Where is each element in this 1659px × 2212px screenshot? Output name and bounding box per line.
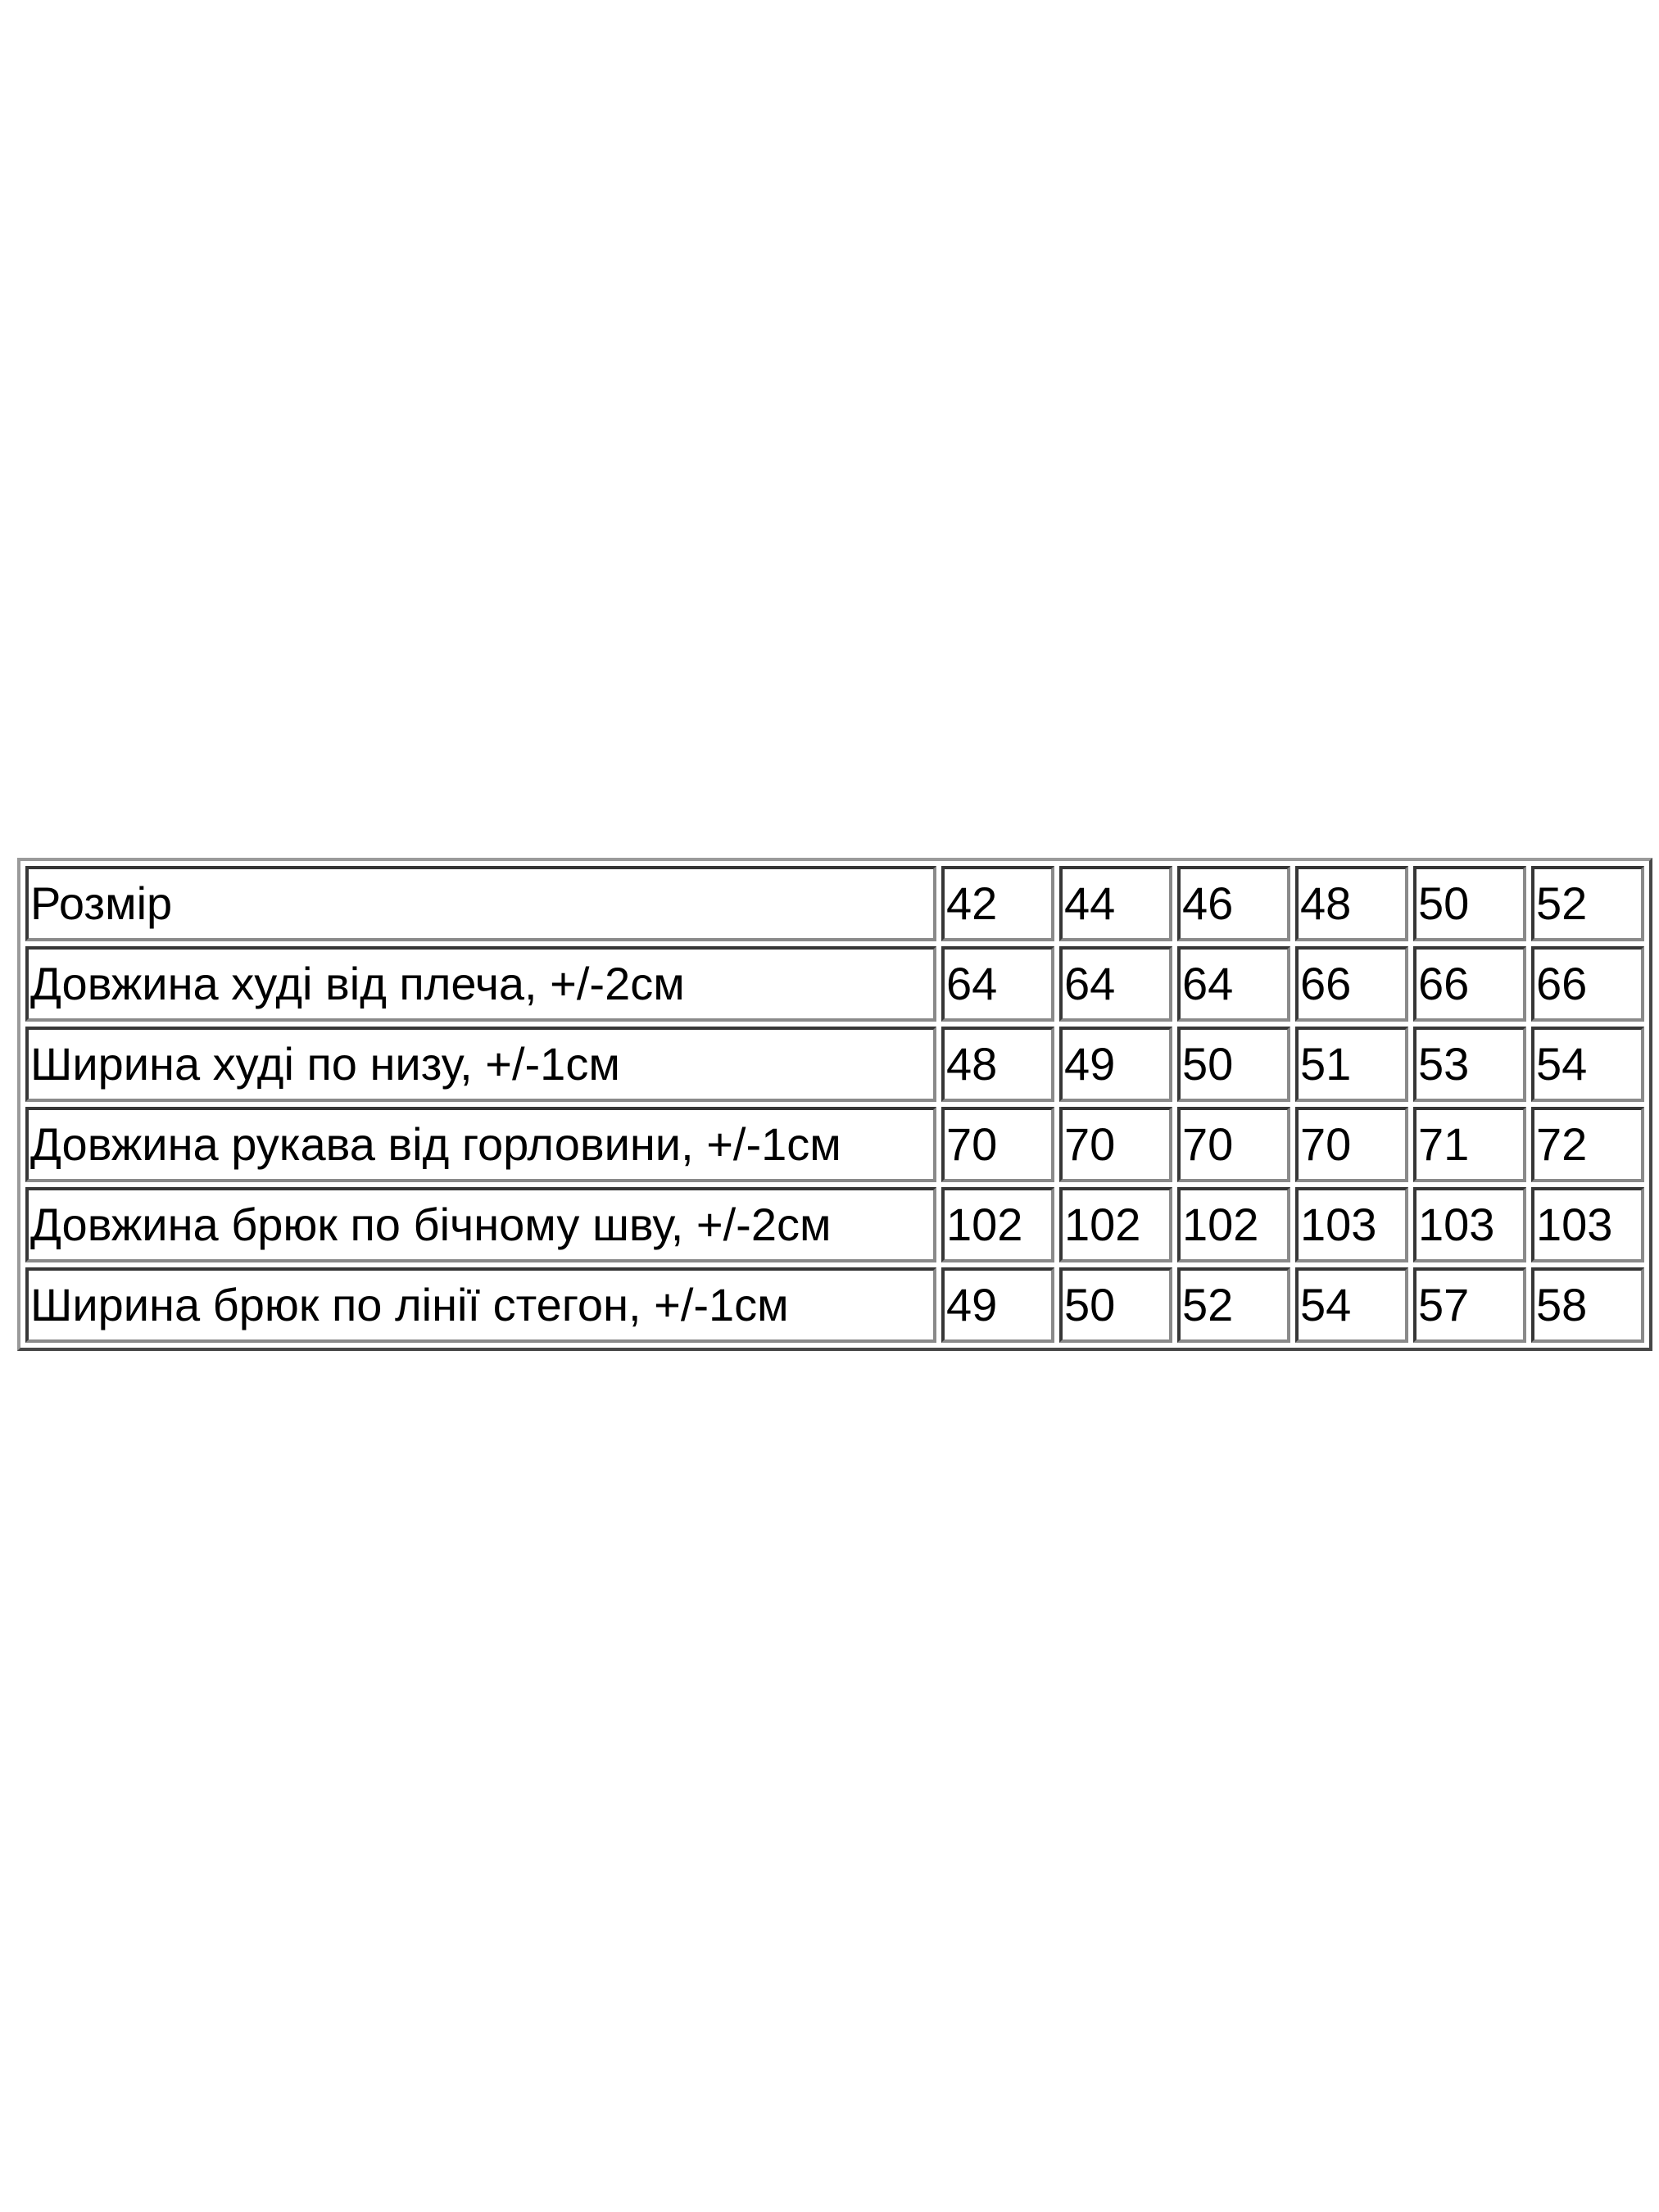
measurement-value-cell: 71 (1413, 1107, 1526, 1182)
measurement-value-cell: 50 (1177, 1027, 1290, 1102)
measurement-label-cell: Довжина брюк по бічному шву, +/-2см (25, 1187, 936, 1262)
measurement-value-cell: 57 (1413, 1267, 1526, 1343)
measurement-value-cell: 64 (1059, 946, 1172, 1022)
measurement-value-cell: 48 (941, 1027, 1054, 1102)
measurement-value-cell: 66 (1295, 946, 1408, 1022)
header-label-cell: Розмір (25, 866, 936, 941)
size-cell: 52 (1531, 866, 1644, 941)
measurement-value-cell: 102 (1177, 1187, 1290, 1262)
size-chart-table: Розмір 42 44 46 48 50 52 Довжина худі ві… (17, 858, 1652, 1351)
measurement-label-cell: Ширина худі по низу, +/-1см (25, 1027, 936, 1102)
measurement-value-cell: 54 (1295, 1267, 1408, 1343)
measurement-value-cell: 58 (1531, 1267, 1644, 1343)
table-row: Довжина рукава від горловини, +/-1см 70 70… (25, 1107, 1644, 1182)
size-cell: 50 (1413, 866, 1526, 941)
measurement-value-cell: 70 (1177, 1107, 1290, 1182)
measurement-value-cell: 50 (1059, 1267, 1172, 1343)
measurement-value-cell: 103 (1531, 1187, 1644, 1262)
measurement-value-cell: 49 (941, 1267, 1054, 1343)
measurement-value-cell: 49 (1059, 1027, 1172, 1102)
measurement-value-cell: 70 (1295, 1107, 1408, 1182)
size-cell: 46 (1177, 866, 1290, 941)
measurement-value-cell: 72 (1531, 1107, 1644, 1182)
measurement-value-cell: 66 (1413, 946, 1526, 1022)
measurement-value-cell: 103 (1413, 1187, 1526, 1262)
measurement-value-cell: 70 (1059, 1107, 1172, 1182)
measurement-value-cell: 70 (941, 1107, 1054, 1182)
measurement-value-cell: 103 (1295, 1187, 1408, 1262)
measurement-label-cell: Ширина брюк по лінії стегон, +/-1см (25, 1267, 936, 1343)
table-row: Довжина брюк по бічному шву, +/-2см 102 10… (25, 1187, 1644, 1262)
measurement-value-cell: 52 (1177, 1267, 1290, 1343)
measurement-value-cell: 102 (941, 1187, 1054, 1262)
size-cell: 48 (1295, 866, 1408, 941)
measurement-label-cell: Довжина рукава від горловини, +/-1см (25, 1107, 936, 1182)
size-cell: 44 (1059, 866, 1172, 941)
measurement-value-cell: 64 (1177, 946, 1290, 1022)
measurement-value-cell: 51 (1295, 1027, 1408, 1102)
measurement-value-cell: 66 (1531, 946, 1644, 1022)
measurement-value-cell: 64 (941, 946, 1054, 1022)
measurement-value-cell: 53 (1413, 1027, 1526, 1102)
size-cell: 42 (941, 866, 1054, 941)
table-row: Ширина худі по низу, +/-1см 48 49 50 51 53 54 (25, 1027, 1644, 1102)
table-row: Ширина брюк по лінії стегон, +/-1см 49 50 5… (25, 1267, 1644, 1343)
table-header-row: Розмір 42 44 46 48 50 52 (25, 866, 1644, 941)
table-row: Довжина худі від плеча, +/-2см 64 64 64 66 66… (25, 946, 1644, 1022)
measurement-value-cell: 102 (1059, 1187, 1172, 1262)
measurement-value-cell: 54 (1531, 1027, 1644, 1102)
measurement-label-cell: Довжина худі від плеча, +/-2см (25, 946, 936, 1022)
